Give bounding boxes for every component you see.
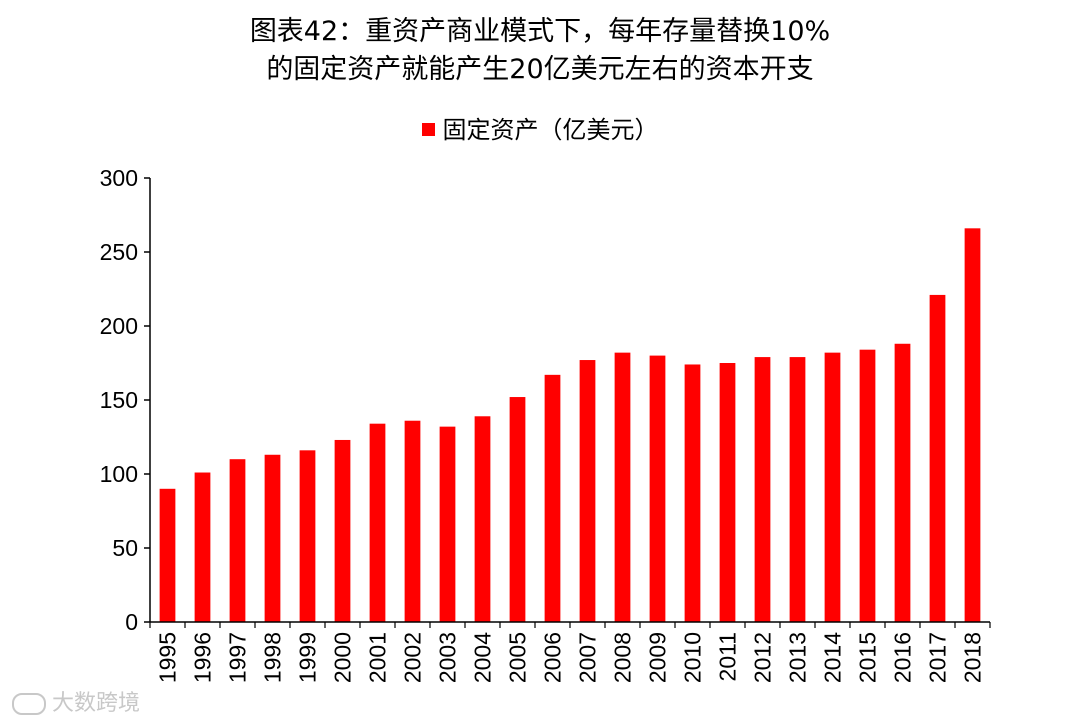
bar-2015	[859, 349, 876, 622]
bar-2004	[474, 416, 491, 622]
watermark: 大数跨境	[12, 685, 140, 717]
bar-1995	[159, 488, 176, 622]
y-tick-label: 50	[112, 535, 138, 561]
x-tick-label-2001: 2001	[365, 632, 391, 683]
bar-2010	[684, 364, 701, 622]
watermark-logo-icon	[12, 693, 46, 715]
bar-2009	[649, 355, 666, 622]
x-tick-label-2008: 2008	[610, 632, 636, 683]
x-tick-label-2005: 2005	[505, 632, 531, 683]
x-tick-label-2004: 2004	[470, 632, 496, 683]
y-tick-label: 250	[100, 239, 138, 265]
x-tick-label-2016: 2016	[890, 632, 916, 683]
bar-1997	[229, 459, 246, 622]
bar-2017	[929, 294, 946, 622]
bar-2001	[369, 423, 386, 622]
x-tick-label-2010: 2010	[680, 632, 706, 683]
x-tick-label-1996: 1996	[190, 632, 216, 683]
bar-2012	[754, 357, 771, 622]
bar-1999	[299, 450, 316, 622]
bar-2002	[404, 420, 421, 622]
x-tick-label-2018: 2018	[960, 632, 986, 683]
legend: 固定资产（亿美元）	[0, 114, 1080, 146]
x-tick-label-2007: 2007	[575, 632, 601, 683]
bar-2005	[509, 397, 526, 622]
x-tick-label-1999: 1999	[295, 632, 321, 683]
watermark-text: 大数跨境	[52, 691, 141, 716]
bar-2007	[579, 360, 596, 622]
bar-2006	[544, 374, 561, 622]
x-tick-label-2014: 2014	[820, 632, 846, 683]
bar-1996	[194, 472, 211, 622]
chart-title-line2: 的固定资产就能产生20亿美元左右的资本开支	[266, 54, 814, 85]
x-tick-label-2003: 2003	[435, 632, 461, 683]
x-tick-label-1995: 1995	[155, 632, 181, 683]
y-tick-label: 0	[125, 609, 138, 635]
x-tick-label-2013: 2013	[785, 632, 811, 683]
bar-2011	[719, 363, 736, 622]
bar-2008	[614, 352, 631, 622]
y-tick-label: 300	[100, 165, 138, 191]
x-tick-label-2017: 2017	[925, 632, 951, 683]
x-tick-label-2015: 2015	[855, 632, 881, 683]
legend-swatch-icon	[421, 122, 435, 136]
bar-2000	[334, 439, 351, 622]
bar-2013	[789, 357, 806, 622]
x-tick-label-2009: 2009	[645, 632, 671, 683]
x-tick-label-2011: 2011	[715, 632, 741, 681]
y-tick-label: 150	[100, 387, 138, 413]
bar-2014	[824, 352, 841, 622]
bar-2016	[894, 343, 911, 622]
x-tick-label-1998: 1998	[260, 632, 286, 683]
x-tick-label-2002: 2002	[400, 632, 426, 683]
y-tick-label: 100	[100, 461, 138, 487]
bar-2003	[439, 426, 456, 622]
x-tick-label-2000: 2000	[330, 632, 356, 683]
bar-1998	[264, 454, 281, 622]
x-tick-label-2006: 2006	[540, 632, 566, 683]
legend-label: 固定资产（亿美元）	[442, 116, 659, 144]
bar-2018	[964, 228, 981, 622]
y-tick-label: 200	[100, 313, 138, 339]
x-tick-label-2012: 2012	[750, 632, 776, 683]
chart-title-line1: 图表42：重资产商业模式下，每年存量替换10%	[249, 16, 831, 47]
x-tick-label-1997: 1997	[225, 632, 251, 683]
